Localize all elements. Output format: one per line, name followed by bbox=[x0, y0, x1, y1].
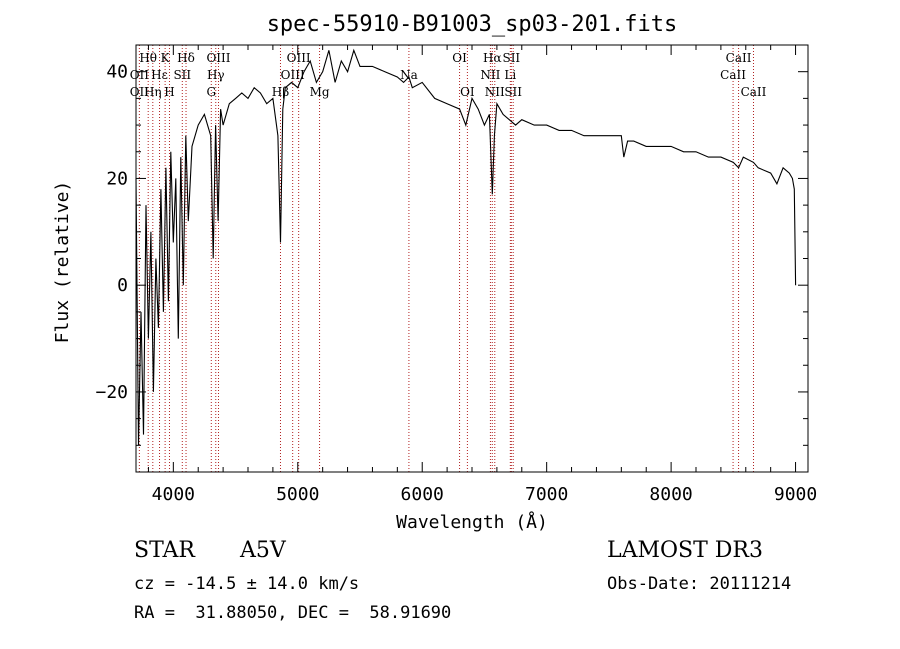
marker-label: CaII bbox=[720, 68, 746, 82]
marker-label: OIII bbox=[206, 51, 230, 65]
x-tick-label: 9000 bbox=[774, 484, 817, 505]
marker-label: OI bbox=[452, 51, 467, 65]
x-tick-label: 8000 bbox=[649, 484, 692, 505]
marker-label: Na bbox=[400, 68, 418, 82]
marker-label: Hδ bbox=[177, 51, 195, 65]
chart-title: spec-55910-B91003_sp03-201.fits bbox=[267, 12, 678, 37]
y-tick-label: −20 bbox=[95, 382, 128, 403]
marker-label: Hθ bbox=[139, 51, 157, 65]
x-tick-label: 6000 bbox=[401, 484, 444, 505]
marker-label: SII bbox=[502, 51, 520, 65]
y-axis-label: Flux (relative) bbox=[52, 181, 73, 344]
marker-label: G bbox=[206, 85, 216, 99]
marker-label: Li bbox=[504, 68, 516, 82]
marker-label: Hε bbox=[151, 68, 168, 82]
marker-label: OIII bbox=[281, 68, 305, 82]
x-tick-label: 5000 bbox=[276, 484, 319, 505]
emission-line-markers bbox=[138, 45, 754, 472]
marker-label: OII bbox=[130, 68, 150, 82]
marker-label: NII bbox=[485, 85, 505, 99]
y-tick-label: 40 bbox=[106, 62, 128, 83]
marker-label: Hβ bbox=[272, 85, 289, 99]
marker-label: SII bbox=[173, 68, 191, 82]
marker-label: Hα bbox=[483, 51, 502, 65]
marker-label: Hγ bbox=[207, 68, 225, 82]
marker-label: NII bbox=[480, 68, 500, 82]
marker-label: OI bbox=[460, 85, 475, 99]
x-axis-label: Wavelength (Å) bbox=[396, 511, 548, 533]
x-tick-label: 7000 bbox=[525, 484, 568, 505]
marker-labels: HθOIIOIIHηHεKHSIIHδGOIIIHγHβOIIIOIIIMgNa… bbox=[130, 51, 767, 99]
redshift-value: cz = -14.5 ± 14.0 km/s bbox=[134, 574, 360, 594]
obs-date: Obs-Date: 20111214 bbox=[607, 574, 792, 594]
y-tick-label: 0 bbox=[117, 275, 128, 296]
y-tick-label: 20 bbox=[106, 168, 128, 189]
marker-label: H bbox=[164, 85, 174, 99]
marker-label: Mg bbox=[310, 85, 330, 99]
spectrum-chart: 4000 5000 6000 7000 8000 9000 −20 0 20 40 Hθ OII O… bbox=[52, 12, 817, 533]
subclass: A5V bbox=[240, 538, 286, 563]
plot-frame bbox=[135, 44, 809, 473]
marker-label: SII bbox=[504, 85, 522, 99]
survey-name: LAMOST DR3 bbox=[607, 538, 763, 563]
coordinates: RA = 31.88050, DEC = 58.91690 bbox=[134, 603, 452, 623]
marker-label: CaII bbox=[726, 51, 752, 65]
marker-label: Hη bbox=[144, 85, 162, 99]
marker-label: OII bbox=[130, 85, 150, 99]
marker-label: CaII bbox=[741, 85, 767, 99]
marker-label: K bbox=[161, 51, 171, 65]
object-type: STAR bbox=[134, 538, 195, 563]
x-axis: 4000 5000 6000 7000 8000 9000 bbox=[147, 45, 817, 505]
y-axis: −20 0 20 40 bbox=[95, 62, 808, 446]
spectrum-line bbox=[135, 48, 797, 446]
x-tick-label: 4000 bbox=[152, 484, 195, 505]
marker-label: OIII bbox=[287, 51, 311, 65]
